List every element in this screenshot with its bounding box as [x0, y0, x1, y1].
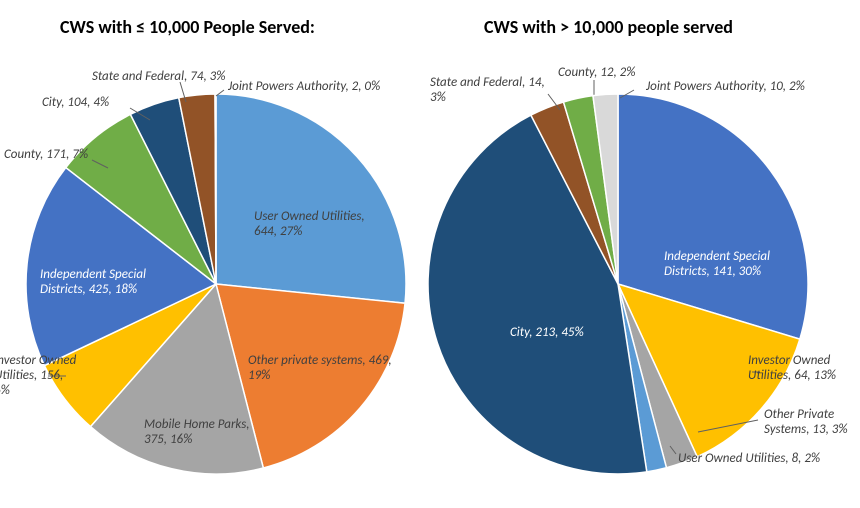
right-label-4: City, 213, 45% — [510, 326, 584, 341]
right-label-7: Joint Powers Authority, 10, 2% — [646, 80, 805, 95]
right-label-2: Other PrivateSystems, 13, 3% — [764, 408, 848, 438]
right-label-1: Investor OwnedUtilities, 64, 13% — [748, 354, 836, 384]
right-label-3: User Owned Utilities, 8, 2% — [678, 452, 820, 467]
right-label-6: County, 12, 2% — [558, 66, 636, 81]
right-label-5: State and Federal, 14,3% — [430, 76, 545, 106]
right-label-0: Independent SpecialDistricts, 141, 30% — [664, 250, 770, 280]
